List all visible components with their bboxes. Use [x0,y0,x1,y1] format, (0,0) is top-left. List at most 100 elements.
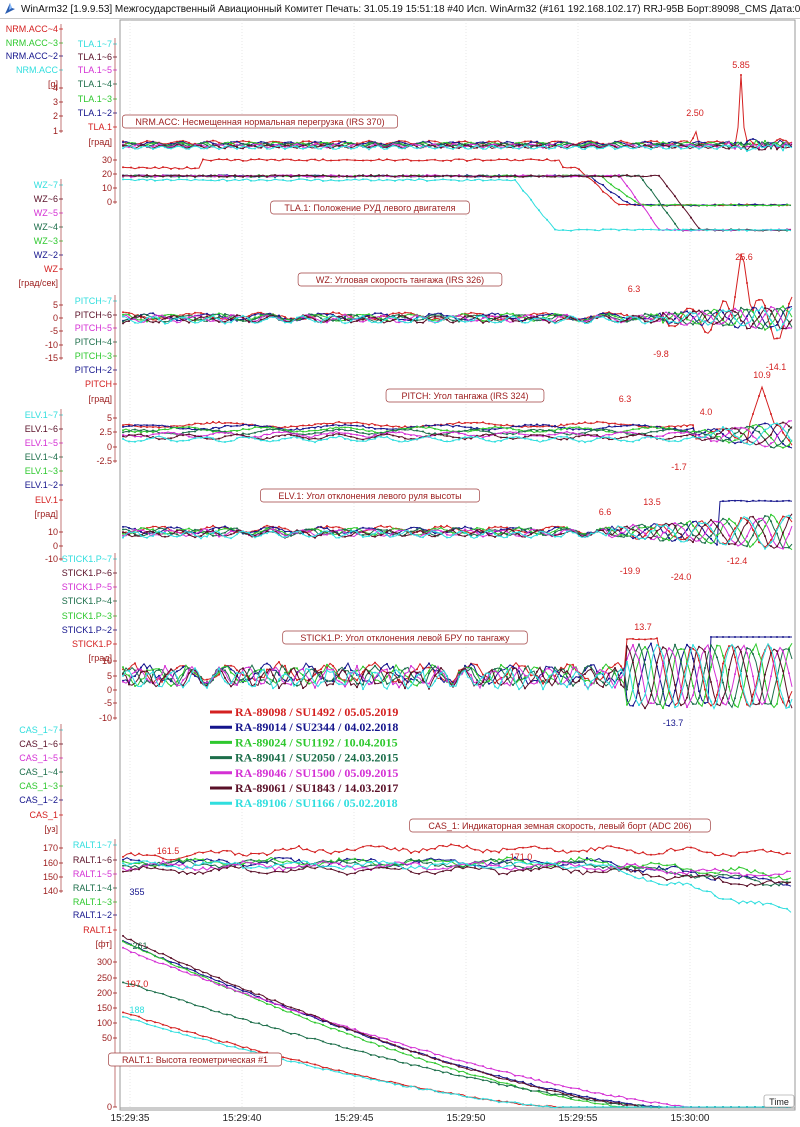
data-point [674,524,676,527]
data-point [590,664,592,667]
data-point [386,534,388,536]
data-point [212,527,214,530]
data-point [146,678,148,681]
data-point [476,679,478,681]
data-point [590,434,592,437]
data-point [500,315,502,318]
data-point [608,144,610,147]
data-point [164,146,166,149]
data-point [758,309,760,312]
data-point [656,313,658,316]
data-point [464,146,466,149]
data-point [302,427,304,430]
data-point [176,143,178,146]
data-point [170,526,172,529]
data-point [788,648,790,651]
data-point [546,218,548,221]
data-point [344,315,346,318]
data-point [152,145,154,148]
data-point [218,143,220,146]
data-point [524,146,526,149]
data-point [488,313,490,316]
data-point [224,435,226,438]
y-tick-label: 150 [97,1003,112,1013]
data-point [782,442,784,445]
data-point [386,174,388,177]
data-point [224,676,226,679]
data-point [596,682,598,684]
data-point [614,686,616,689]
data-point [770,675,772,678]
data-point [338,433,340,436]
data-point [450,175,452,178]
data-point [314,146,316,149]
data-point [158,424,160,427]
y-tick-label: 4 [53,83,58,93]
data-point [428,314,430,317]
data-point [386,178,388,181]
data-point [210,174,212,177]
data-point [506,676,508,678]
data-point [320,676,322,679]
data-point [332,683,334,686]
data-point [140,429,142,432]
data-point [404,433,406,435]
data-point [380,534,382,536]
data-point [770,850,772,852]
data-point [296,436,298,439]
data-point [728,147,730,150]
data-point [140,424,142,427]
data-point [170,685,172,687]
data-point [548,319,550,322]
data-point [158,432,160,435]
data-point [506,682,508,685]
data-point [506,179,508,181]
data-point [266,175,268,178]
data-point [512,436,514,439]
data-point [692,430,694,433]
data-point [602,681,604,684]
unit-label: [g] [48,79,58,89]
data-point [710,704,712,707]
data-point [302,424,304,427]
data-point [374,532,376,535]
data-point [402,158,404,161]
data-point [386,158,388,161]
data-point [410,680,412,683]
data-point [368,683,370,686]
data-point [332,533,334,536]
data-point [770,520,772,523]
data-point [704,309,706,312]
channel-label: STICK1.P [72,639,112,649]
data-point [644,322,646,325]
data-point [210,159,212,162]
data-point [494,423,496,426]
data-point [242,139,244,142]
data-point [542,317,544,320]
data-point [596,674,598,677]
data-point [138,166,140,169]
data-point [614,663,616,666]
channel-label: WZ [44,264,58,274]
data-point [290,669,292,672]
data-point [680,432,682,434]
data-point [638,439,640,442]
data-point [608,312,610,315]
data-point [194,437,196,440]
data-point [710,145,712,148]
data-point [356,686,358,689]
data-point [274,849,276,852]
data-point [320,531,322,534]
data-point [314,175,316,178]
data-point [770,446,772,448]
y-tick-label: 1 [53,126,58,136]
data-point [686,314,688,317]
data-point [560,141,562,144]
data-point [152,316,154,319]
data-point [704,320,706,323]
data-point [206,530,208,533]
data-point [566,670,568,673]
data-point [242,863,244,866]
data-point [674,428,676,431]
data-point [212,420,214,423]
